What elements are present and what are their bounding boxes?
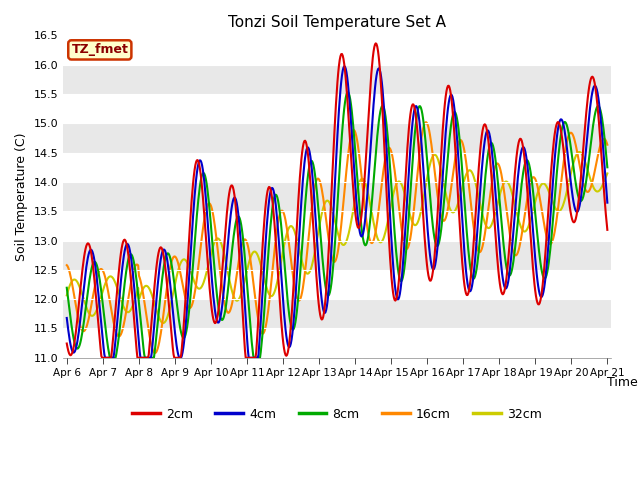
Bar <box>63 94 611 123</box>
8cm <box>212 287 220 293</box>
2cm <box>212 318 220 324</box>
32cm <box>212 236 220 242</box>
32cm <box>63 292 70 298</box>
2cm <box>129 301 137 307</box>
32cm <box>184 261 191 267</box>
Y-axis label: Soil Temperature (C): Soil Temperature (C) <box>15 132 28 261</box>
Line: 8cm: 8cm <box>67 92 607 358</box>
4cm <box>63 315 70 321</box>
4cm <box>420 174 428 180</box>
8cm <box>63 285 70 290</box>
4cm <box>404 180 412 185</box>
Line: 16cm: 16cm <box>67 122 607 353</box>
Bar <box>63 182 611 211</box>
Bar <box>63 270 611 299</box>
Bar <box>63 299 611 328</box>
Line: 2cm: 2cm <box>67 43 607 358</box>
16cm <box>151 350 159 356</box>
Text: TZ_fmet: TZ_fmet <box>72 43 128 56</box>
8cm <box>106 355 114 360</box>
Line: 32cm: 32cm <box>67 152 607 323</box>
16cm <box>422 120 430 125</box>
32cm <box>129 304 136 310</box>
X-axis label: Time: Time <box>607 375 637 388</box>
32cm <box>159 320 167 326</box>
8cm <box>344 89 352 95</box>
2cm <box>404 135 412 141</box>
8cm <box>129 255 137 261</box>
4cm <box>129 271 137 277</box>
2cm <box>63 341 70 347</box>
Bar <box>63 211 611 240</box>
2cm <box>604 227 611 233</box>
16cm <box>604 142 611 147</box>
16cm <box>212 235 220 241</box>
4cm <box>101 355 109 360</box>
32cm <box>576 149 584 155</box>
2cm <box>99 355 106 360</box>
4cm <box>212 316 220 322</box>
4cm <box>184 294 191 300</box>
8cm <box>420 122 428 128</box>
32cm <box>604 170 611 176</box>
8cm <box>604 165 611 170</box>
Bar <box>63 240 611 270</box>
8cm <box>184 319 191 325</box>
4cm <box>604 200 611 205</box>
16cm <box>73 307 81 312</box>
16cm <box>129 273 136 279</box>
4cm <box>73 343 81 348</box>
Bar <box>63 65 611 94</box>
16cm <box>63 262 70 268</box>
Bar <box>63 328 611 358</box>
8cm <box>73 345 81 351</box>
16cm <box>419 125 427 131</box>
16cm <box>184 303 191 309</box>
Bar <box>63 123 611 153</box>
32cm <box>403 202 411 207</box>
2cm <box>184 257 191 263</box>
4cm <box>340 63 348 69</box>
8cm <box>404 223 412 229</box>
2cm <box>372 40 380 46</box>
Title: Tonzi Soil Temperature Set A: Tonzi Soil Temperature Set A <box>228 15 446 30</box>
2cm <box>420 224 428 230</box>
32cm <box>73 278 81 284</box>
32cm <box>419 197 427 203</box>
Line: 4cm: 4cm <box>67 66 607 358</box>
Bar <box>63 36 611 65</box>
Bar <box>63 153 611 182</box>
16cm <box>403 246 411 252</box>
2cm <box>73 324 81 329</box>
Legend: 2cm, 4cm, 8cm, 16cm, 32cm: 2cm, 4cm, 8cm, 16cm, 32cm <box>127 403 547 426</box>
